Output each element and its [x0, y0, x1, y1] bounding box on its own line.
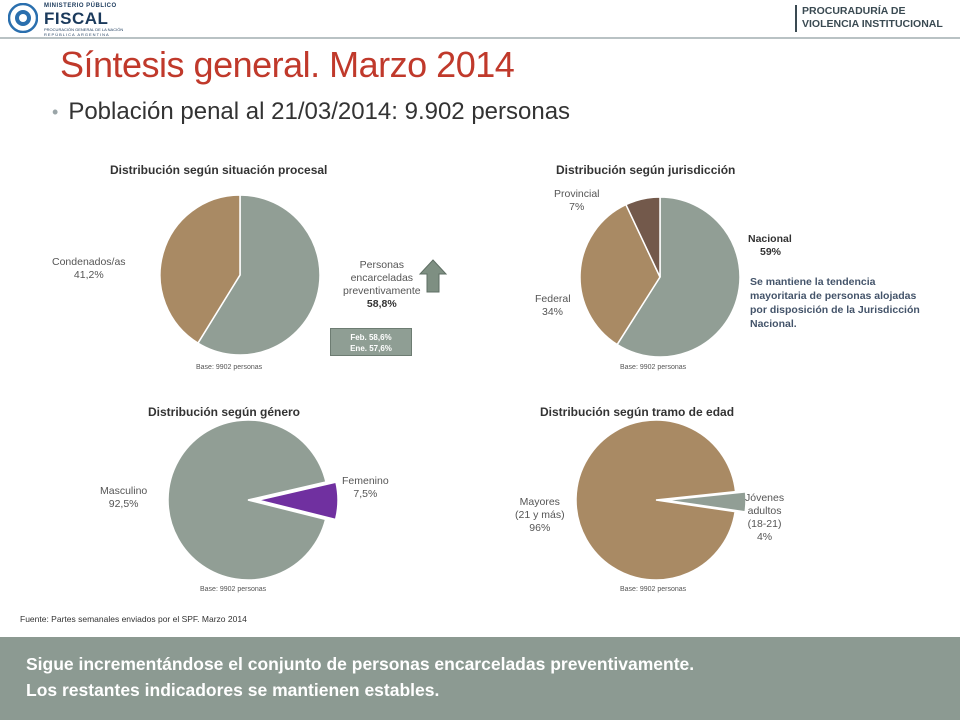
- fiscal-emblem-icon: [8, 3, 38, 33]
- pie-chart-genero: [167, 419, 339, 581]
- pie-chart-edad: [575, 419, 747, 581]
- pie-chart-jurisdiccion: [579, 196, 741, 358]
- condenados-value: 41,2%: [73, 269, 104, 281]
- conclusion-line-1: Sigue incrementándose el conjunto de per…: [26, 654, 695, 674]
- logo-country-text: REPÚBLICA ARGENTINA: [44, 32, 110, 37]
- page-title: Síntesis general. Marzo 2014: [60, 44, 515, 85]
- chart-title-jurisdiccion: Distribución según jurisdicción: [556, 163, 736, 177]
- condenados-label: Condenados/as: [52, 256, 126, 268]
- ministerio-publico-fiscal-logo: MINISTERIO PÚBLICO FISCAL PROCURACIÓN GE…: [8, 3, 123, 37]
- conclusion-banner: Sigue incrementándose el conjunto de per…: [0, 637, 960, 720]
- pie-slice-nacional: [616, 196, 741, 358]
- femenino-value: 7,5%: [353, 488, 378, 500]
- logo-sub-text: PROCURACIÓN GENERAL DE LA NACIÓN: [44, 27, 124, 32]
- nacional-value: 59%: [760, 246, 782, 258]
- jurisdiccion-note: Se mantiene la tendencia mayoritaria de …: [750, 276, 920, 330]
- mayores-line-2: (21 y más): [515, 509, 565, 521]
- preventivos-value: 58,8%: [366, 298, 397, 310]
- base-jurisdiccion: Base: 9902 personas: [620, 364, 687, 371]
- header-divider: [0, 37, 960, 39]
- header: MINISTERIO PÚBLICO FISCAL PROCURACIÓN GE…: [0, 0, 960, 40]
- slice-label-nacional: Nacional 59%: [748, 233, 792, 259]
- chart-title-procesal: Distribución según situación procesal: [110, 163, 328, 177]
- base-genero: Base: 9902 personas: [200, 586, 267, 593]
- feb-value: Feb. 58,6%: [350, 333, 392, 342]
- provincial-value: 7%: [569, 201, 585, 213]
- pie-slice-provincial: [624, 196, 661, 278]
- population-number: 9.902: [404, 98, 465, 125]
- population-suffix: personas: [464, 98, 571, 125]
- pie-slice-masculino: [167, 419, 327, 581]
- procuraduria-brand: PROCURADURÍA DE VIOLENCIA INSTITUCIONAL: [795, 5, 952, 32]
- pie-chart-procesal: [159, 194, 321, 356]
- jovenes-line-1: Jóvenes: [745, 492, 785, 504]
- increase-arrow-icon: [418, 259, 448, 293]
- pie-slice-jóvenes-adultos-18-21-: [665, 491, 747, 513]
- brand-line-1: PROCURADURÍA DE: [802, 5, 906, 17]
- brand-line-2: VIOLENCIA INSTITUCIONAL: [802, 18, 943, 30]
- logo-main-text: FISCAL: [44, 9, 109, 28]
- pie-slice-femenino: [257, 481, 339, 521]
- masculino-value: 92,5%: [108, 498, 139, 510]
- chart-title-edad: Distribución según tramo de edad: [540, 405, 735, 419]
- brand-divider: [795, 5, 797, 32]
- pie-slice-federal: [579, 203, 661, 346]
- population-prefix: Población penal al 21/03/2014:: [68, 98, 405, 125]
- pie-slice-mayores-21-y-más-: [575, 419, 737, 581]
- slice-label-jovenes: Jóvenes adultos (18-21) 4%: [745, 492, 784, 544]
- slice-label-provincial: Provincial 7%: [554, 188, 600, 214]
- femenino-label: Femenino: [342, 475, 389, 487]
- federal-value: 34%: [542, 306, 564, 318]
- jovenes-line-2: adultos: [747, 505, 782, 517]
- bullet-icon: •: [52, 102, 59, 123]
- population-summary: • Población penal al 21/03/2014: 9.902 pe…: [52, 98, 570, 126]
- mayores-line-1: Mayores: [519, 496, 560, 508]
- previous-months-box: Feb. 58,6% Ene. 57,6%: [330, 328, 412, 356]
- federal-label: Federal: [535, 293, 571, 305]
- preventivos-line-3: preventivamente: [343, 285, 421, 297]
- preventivos-line-2: encarceladas: [350, 272, 414, 284]
- pie-slice-condenados-as: [159, 194, 241, 345]
- base-edad: Base: 9902 personas: [620, 586, 687, 593]
- slice-label-preventivos: Personas encarceladas preventivamente 58…: [343, 259, 421, 311]
- chart-title-genero: Distribución según género: [148, 405, 301, 419]
- jovenes-value: 4%: [756, 531, 773, 543]
- nacional-label: Nacional: [748, 233, 792, 245]
- pie-slice-personas-encarceladas-preventivamente: [196, 194, 321, 356]
- masculino-label: Masculino: [100, 485, 148, 497]
- slice-label-mayores: Mayores (21 y más) 96%: [515, 496, 565, 535]
- jovenes-line-3: (18-21): [747, 518, 782, 530]
- base-procesal: Base: 9902 personas: [196, 364, 263, 371]
- slice-label-condenados: Condenados/as 41,2%: [52, 256, 126, 282]
- slice-label-femenino: Femenino 7,5%: [342, 475, 389, 501]
- preventivos-line-1: Personas: [359, 259, 404, 271]
- source-note: Fuente: Partes semanales enviados por el…: [20, 614, 247, 624]
- mayores-value: 96%: [529, 522, 551, 534]
- conclusion-line-2: Los restantes indicadores se mantienen e…: [26, 680, 440, 700]
- logo-small-text: MINISTERIO PÚBLICO: [44, 3, 117, 9]
- ene-value: Ene. 57,6%: [350, 344, 392, 353]
- provincial-label: Provincial: [554, 188, 600, 200]
- slice-label-federal: Federal 34%: [535, 293, 571, 319]
- slice-label-masculino: Masculino 92,5%: [100, 485, 147, 511]
